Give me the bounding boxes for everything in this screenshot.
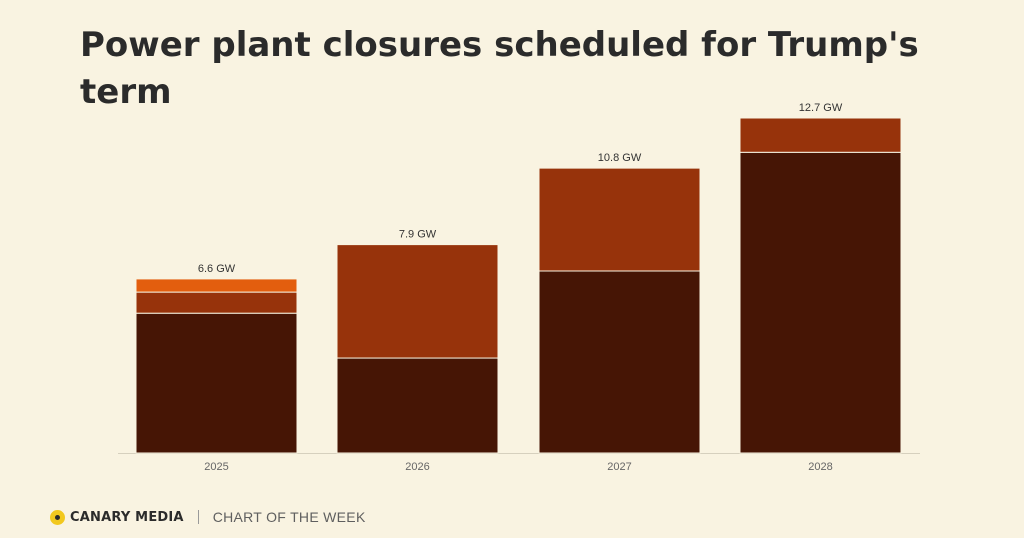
- footer-divider: [197, 510, 199, 524]
- footer-tagline: CHART OF THE WEEK: [212, 509, 366, 525]
- bar-segment-2028-2: [739, 117, 902, 153]
- x-tick-label-2028: 2028: [808, 461, 832, 473]
- chart-title: Power plant closures scheduled for Trump…: [80, 25, 919, 112]
- bar-segment-2027-1: [538, 270, 701, 454]
- x-tick-label-2025: 2025: [204, 461, 228, 473]
- x-tick-label-2026: 2026: [405, 461, 429, 473]
- bar-segment-2026-2: [336, 244, 499, 359]
- bar-total-label-2025: 6.6 GW: [198, 263, 236, 275]
- bar-segment-2025-2: [135, 291, 298, 314]
- bar-segment-2028-1: [739, 151, 902, 454]
- bar-total-label-2027: 10.8 GW: [598, 152, 642, 164]
- x-tick-label-2027: 2027: [607, 461, 631, 473]
- brand-name: CANARY MEDIA: [70, 509, 184, 525]
- bar-segment-2025-1: [135, 312, 298, 454]
- bar-segment-2025-3: [135, 278, 298, 293]
- footer: CANARY MEDIA CHART OF THE WEEK: [50, 507, 366, 527]
- bar-total-label-2026: 7.9 GW: [399, 229, 437, 241]
- bar-segment-2026-1: [336, 357, 499, 454]
- bar-segment-2027-2: [538, 167, 701, 272]
- bar-total-label-2028: 12.7 GW: [799, 102, 843, 114]
- canary-logo-icon: [50, 509, 65, 525]
